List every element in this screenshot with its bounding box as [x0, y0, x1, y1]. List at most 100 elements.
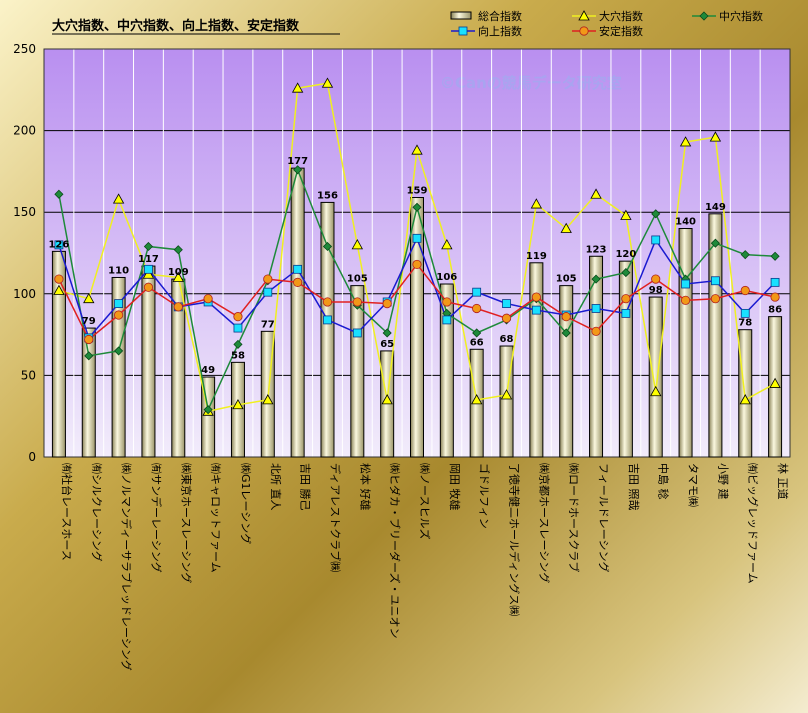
marker-triangle: [172, 271, 184, 282]
bar-data-label: 120: [615, 249, 636, 260]
marker-circle: [293, 277, 303, 287]
bar-data-label: 65: [380, 339, 394, 350]
bar-data-label: 110: [108, 265, 129, 276]
legend-marker: [578, 10, 590, 21]
marker-circle: [114, 310, 124, 320]
marker-diamond: [561, 328, 571, 338]
y-tick-label: 150: [13, 205, 36, 219]
x-category-label: ディアレストクラブ㈱: [328, 463, 342, 572]
bar-total-index: [81, 327, 96, 458]
y-tick-label: 100: [13, 287, 36, 301]
x-category-label: ㈱東京ホースレーシング: [179, 463, 193, 583]
marker-diamond: [770, 251, 780, 261]
marker-square: [621, 308, 631, 318]
marker-square: [531, 305, 541, 315]
marker-circle: [54, 274, 64, 284]
marker-diamond: [114, 346, 124, 356]
bar-total-index: [708, 213, 723, 458]
marker-circle: [770, 292, 780, 302]
legend-label: 安定指数: [599, 24, 643, 38]
marker-diamond: [233, 339, 243, 349]
x-category-label: 林 正道: [776, 463, 790, 500]
bar-total-index: [230, 361, 245, 458]
bar-data-label: 105: [556, 274, 577, 285]
marker-diamond: [293, 165, 303, 175]
bar-total-index: [529, 262, 544, 458]
marker-circle: [143, 282, 154, 292]
marker-square: [233, 323, 243, 333]
legend-label: 大穴指数: [599, 9, 643, 23]
bar-data-label: 126: [48, 239, 69, 250]
bar-total-index: [320, 201, 335, 458]
bar-data-label: 79: [82, 316, 96, 327]
bar-data-label: 78: [738, 318, 752, 329]
marker-circle: [322, 297, 333, 307]
bar-data-label: 117: [138, 254, 159, 265]
bar-total-index: [618, 260, 633, 458]
x-category-label: ㈲社台レースホース: [60, 463, 74, 561]
x-category-label: ㈲サンデーレーシング: [149, 463, 163, 573]
x-category-label: 吉田 照哉: [627, 463, 641, 511]
marker-triangle: [321, 77, 334, 88]
marker-square: [591, 304, 601, 313]
x-category-label: タマモ㈱: [687, 463, 700, 507]
legend-item: 中穴指数: [692, 9, 763, 23]
y-tick-label: 50: [21, 368, 36, 382]
bar-total-index: [111, 276, 126, 458]
marker-triangle: [112, 193, 125, 204]
marker-diamond: [173, 245, 183, 255]
marker-square: [711, 276, 720, 286]
legend-marker: [579, 26, 589, 36]
bar-data-label: 105: [347, 274, 368, 285]
bar-data-label: 177: [287, 156, 308, 167]
marker-circle: [680, 295, 691, 305]
marker-square: [651, 235, 661, 245]
marker-triangle: [262, 394, 274, 405]
marker-circle: [472, 303, 482, 314]
marker-diamond: [740, 250, 750, 260]
marker-square: [442, 315, 452, 325]
x-category-label: 中島 稔: [657, 463, 671, 500]
x-category-label: ㈱京都ホースレーシング: [537, 463, 551, 583]
marker-circle: [651, 274, 661, 284]
marker-diamond: [591, 274, 601, 284]
legend-marker: [458, 26, 468, 36]
marker-triangle: [232, 398, 244, 410]
legend-label: 向上指数: [478, 24, 522, 38]
marker-triangle: [769, 377, 781, 388]
marker-triangle: [471, 394, 483, 405]
watermark-text: ©Canの競馬データ研究室: [440, 74, 622, 92]
marker-triangle: [590, 188, 602, 199]
marker-circle: [561, 312, 571, 322]
marker-triangle: [620, 209, 632, 220]
marker-diamond: [54, 189, 64, 199]
marker-square: [323, 315, 332, 325]
marker-circle: [263, 274, 273, 284]
marker-triangle: [650, 385, 662, 397]
bar-data-label: 109: [168, 267, 189, 278]
marker-diamond: [472, 328, 482, 338]
bar-data-label: 58: [231, 350, 245, 361]
marker-circle: [442, 297, 452, 307]
marker-square: [352, 328, 362, 338]
marker-triangle: [560, 222, 572, 233]
marker-triangle: [739, 394, 751, 405]
marker-circle: [621, 294, 631, 304]
marker-diamond: [710, 238, 720, 248]
legend-item: 大穴指数: [572, 9, 643, 23]
x-category-label: ㈱ロードホースクラブ: [567, 463, 581, 572]
marker-triangle: [441, 239, 453, 250]
marker-triangle: [530, 198, 543, 209]
bar-total-index: [648, 296, 663, 458]
x-category-label: 松本 好雄: [358, 463, 372, 511]
bar-total-index: [51, 250, 66, 458]
marker-square: [293, 264, 303, 274]
marker-triangle: [351, 239, 363, 250]
marker-square: [412, 233, 422, 243]
marker-triangle: [500, 389, 513, 400]
x-category-label: ㈱ノルマンディーサラブレッドレーシング: [120, 463, 134, 671]
legend-item: 総合指数: [450, 9, 522, 23]
marker-circle: [710, 294, 721, 304]
